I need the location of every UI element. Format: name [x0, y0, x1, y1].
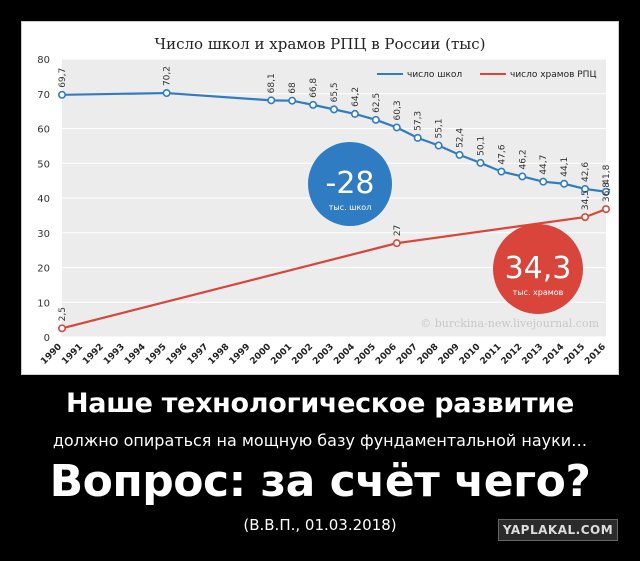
data-point — [57, 90, 66, 99]
x-tick-label: 2015 — [562, 342, 587, 367]
data-label: 70,2 — [163, 66, 173, 86]
data-point — [57, 324, 66, 333]
data-point — [497, 167, 506, 176]
y-tick-label: 70 — [37, 90, 50, 101]
x-tick-label: 2011 — [479, 342, 504, 367]
legend-label: число храмов РПЦ — [510, 70, 596, 80]
data-label: 44,1 — [560, 157, 570, 177]
y-tick-label: 0 — [44, 333, 50, 344]
data-label: 50,1 — [476, 136, 486, 156]
data-point — [329, 105, 338, 114]
data-point — [539, 177, 548, 186]
x-tick-label: 1999 — [228, 342, 253, 367]
data-point — [350, 109, 359, 118]
x-tick-label: 1996 — [165, 342, 190, 367]
x-tick-label: 2013 — [521, 342, 546, 367]
x-tick-label: 2001 — [269, 342, 294, 367]
data-label: 62,5 — [372, 93, 382, 113]
site-badge: YAPLAKAL.COM — [498, 519, 618, 541]
x-tick-label: 2012 — [500, 342, 525, 367]
data-point — [392, 239, 401, 248]
data-point — [455, 150, 464, 159]
y-tick-label: 80 — [37, 55, 50, 66]
x-tick-label: 2005 — [353, 342, 378, 367]
data-label: 46,2 — [518, 149, 528, 169]
x-tick-label: 1993 — [102, 342, 127, 367]
data-label: 41,8 — [602, 164, 612, 184]
annotation-caption: тыс. школ — [329, 203, 372, 212]
question-headline: Вопрос: за счёт чего? — [49, 456, 591, 507]
annotation-bubble — [493, 224, 583, 314]
attribution: (В.В.П., 01.03.2018) — [243, 516, 397, 534]
annotation-bubble — [308, 142, 392, 226]
data-point — [413, 133, 422, 142]
headline: Наше технологическое развитие — [66, 388, 574, 419]
x-tick-label: 1992 — [81, 342, 106, 367]
data-point — [267, 96, 276, 105]
data-label: 42,6 — [581, 162, 591, 182]
legend-label: число школ — [407, 70, 462, 80]
watermark: © burckina-new.livejournal.com — [420, 317, 599, 330]
data-label: 47,6 — [497, 144, 507, 164]
x-tick-label: 1990 — [39, 342, 64, 367]
x-tick-label: 1994 — [123, 342, 148, 367]
y-tick-label: 10 — [37, 298, 50, 309]
data-label: 68 — [288, 82, 298, 94]
data-point — [601, 187, 610, 196]
data-point — [581, 184, 590, 193]
x-tick-label: 2000 — [249, 342, 274, 367]
x-tick-label: 2008 — [416, 342, 441, 367]
data-point — [518, 172, 527, 181]
y-tick-label: 60 — [37, 125, 50, 136]
line-chart: 0102030405060708019901991199219931994199… — [37, 35, 612, 367]
data-point — [476, 158, 485, 167]
x-tick-label: 2004 — [332, 342, 357, 367]
x-tick-label: 2002 — [290, 342, 315, 367]
x-tick-label: 2010 — [458, 342, 483, 367]
data-label: 27 — [393, 225, 403, 236]
chart-title: Число школ и храмов РПЦ в России (тыс) — [155, 35, 486, 53]
data-label: 60,3 — [393, 100, 403, 120]
data-label: 64,2 — [351, 87, 361, 107]
x-tick-label: 1997 — [186, 342, 211, 367]
x-tick-label: 2007 — [395, 342, 420, 367]
series-line — [61, 208, 607, 330]
data-point — [601, 205, 610, 214]
x-tick-label: 2006 — [374, 342, 399, 367]
x-tick-label: 1991 — [60, 342, 85, 367]
data-label: 34,5 — [581, 190, 591, 210]
data-point — [288, 96, 297, 105]
data-label: 2,5 — [58, 307, 68, 321]
data-label: 66,8 — [309, 78, 319, 98]
data-point — [162, 89, 171, 98]
data-point — [309, 100, 318, 109]
annotation-value: -28 — [326, 166, 375, 201]
data-label: 57,3 — [414, 111, 424, 131]
x-tick-label: 2009 — [437, 342, 462, 367]
y-tick-label: 30 — [37, 229, 50, 240]
data-label: 36,8 — [602, 182, 612, 202]
x-tick-label: 2016 — [583, 342, 608, 367]
data-point — [392, 123, 401, 132]
x-tick-label: 1995 — [144, 342, 169, 367]
x-tick-label: 2014 — [541, 342, 566, 367]
data-label: 55,1 — [435, 118, 445, 138]
x-tick-label: 1998 — [207, 342, 232, 367]
data-label: 69,7 — [58, 68, 68, 88]
subheadline: должно опираться на мощную базу фундамен… — [52, 431, 588, 450]
data-label: 68,1 — [267, 73, 277, 93]
data-point — [581, 213, 590, 222]
y-tick-label: 20 — [37, 264, 50, 275]
annotation-caption: тыс. храмов — [513, 288, 564, 297]
data-label: 65,5 — [330, 82, 340, 102]
data-point — [371, 115, 380, 124]
y-tick-label: 40 — [37, 194, 50, 205]
x-tick-label: 2003 — [311, 342, 336, 367]
y-tick-label: 50 — [37, 159, 50, 170]
data-point — [434, 141, 443, 150]
annotation-value: 34,3 — [505, 251, 572, 286]
data-point — [560, 179, 569, 188]
data-label: 52,4 — [456, 128, 466, 148]
data-label: 44,7 — [539, 155, 549, 175]
